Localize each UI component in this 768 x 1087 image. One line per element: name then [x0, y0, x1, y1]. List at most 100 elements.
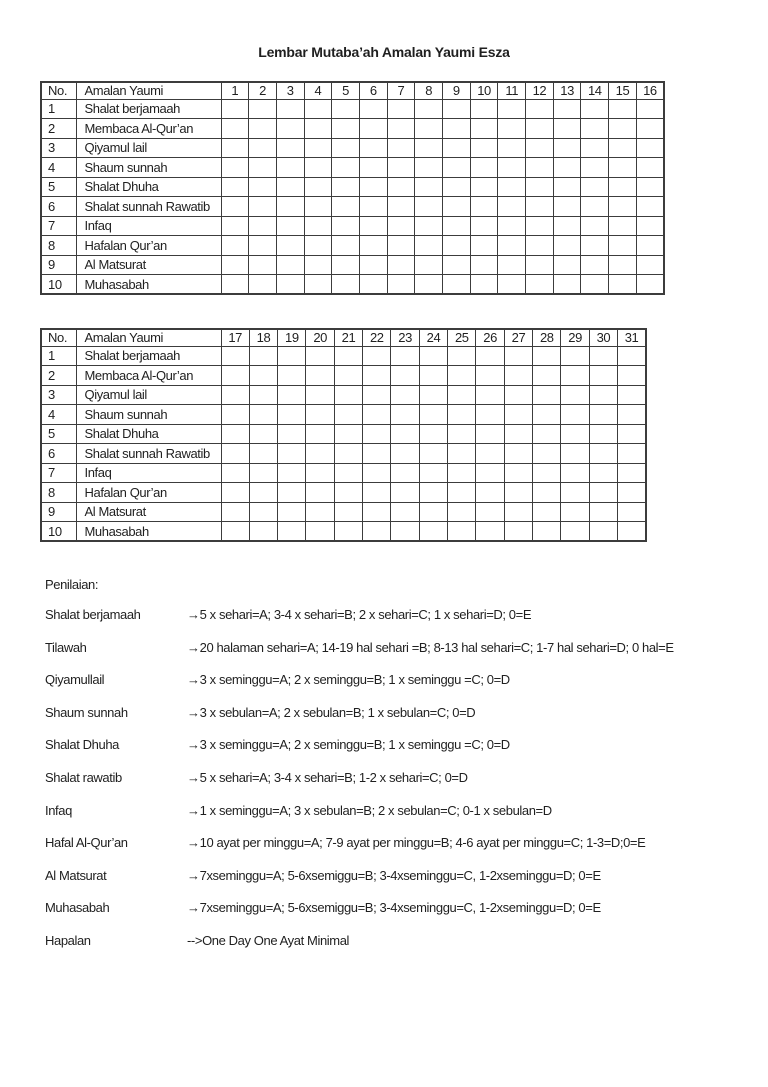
empty-day-cell	[418, 482, 449, 503]
empty-day-cell	[532, 462, 562, 483]
empty-day-cell	[414, 254, 443, 275]
empty-day-cell	[303, 137, 333, 158]
empty-day-cell	[248, 482, 279, 503]
empty-day-cell	[390, 462, 420, 483]
empty-day-cell	[442, 196, 471, 217]
penilaian-label: Al Matsurat	[45, 867, 107, 883]
row-number-cell: 9	[40, 254, 77, 275]
empty-day-cell	[469, 98, 499, 119]
activity-column-header: Amalan Yaumi	[75, 328, 222, 347]
table-row: 1 Shalat berjamaah	[40, 98, 665, 119]
empty-day-cell	[525, 235, 554, 256]
empty-day-cell	[305, 482, 335, 503]
empty-day-cell	[503, 501, 534, 522]
penilaian-label: Muhasabah	[45, 900, 110, 916]
day-column-header: 16	[635, 81, 665, 100]
empty-day-cell	[220, 254, 250, 275]
empty-day-cell	[608, 254, 637, 275]
empty-day-cell	[447, 365, 477, 386]
empty-day-cell	[503, 345, 534, 366]
empty-day-cell	[248, 365, 279, 386]
empty-day-cell	[497, 235, 527, 256]
empty-day-cell	[303, 176, 333, 197]
activity-cell: Shalat Dhuha	[75, 423, 222, 444]
empty-day-cell	[331, 137, 360, 158]
empty-day-cell	[617, 482, 647, 503]
empty-day-cell	[358, 254, 388, 275]
penilaian-label: Tilawah	[45, 639, 87, 655]
empty-day-cell	[552, 215, 582, 236]
empty-day-cell	[588, 521, 619, 542]
penilaian-criteria: 20 halaman sehari=A; 14-19 hal sehari =B…	[199, 639, 674, 655]
table-row: 6 Shalat sunnah Rawatib	[40, 196, 665, 217]
empty-day-cell	[617, 521, 647, 542]
day-column-header: 15	[608, 81, 637, 100]
penilaian-section: Penilaian: Shalat berjamaah →5 x sehari=A…	[45, 578, 674, 967]
table-row: 7 Infaq	[40, 215, 665, 236]
penilaian-item: Qiyamullail →3 x seminggu=A; 2 x seminggu…	[45, 673, 674, 706]
empty-day-cell	[503, 404, 534, 425]
penilaian-definition: →3 x seminggu=A; 2 x seminggu=B; 1 x sem…	[187, 673, 510, 687]
day-column-header: 1	[220, 81, 250, 100]
day-column-header: 31	[617, 328, 647, 347]
empty-day-cell	[248, 345, 279, 366]
empty-day-cell	[475, 501, 505, 522]
table-row: 4 Shaum sunnah	[40, 404, 647, 425]
empty-day-cell	[305, 501, 335, 522]
empty-day-cell	[275, 176, 305, 197]
empty-day-cell	[469, 196, 499, 217]
empty-day-cell	[248, 521, 279, 542]
empty-day-cell	[333, 345, 364, 366]
empty-day-cell	[447, 384, 477, 405]
row-number-cell: 6	[40, 196, 77, 217]
empty-day-cell	[418, 384, 449, 405]
empty-day-cell	[277, 404, 307, 425]
empty-day-cell	[617, 384, 647, 405]
empty-day-cell	[305, 365, 335, 386]
empty-day-cell	[580, 235, 610, 256]
empty-day-cell	[333, 404, 364, 425]
empty-day-cell	[525, 176, 554, 197]
empty-day-cell	[532, 501, 562, 522]
empty-day-cell	[220, 365, 250, 386]
empty-day-cell	[447, 404, 477, 425]
empty-day-cell	[497, 98, 527, 119]
day-column-header: 21	[333, 328, 364, 347]
day-column-header: 25	[447, 328, 477, 347]
empty-day-cell	[560, 521, 590, 542]
empty-day-cell	[358, 118, 388, 139]
table-row: 5 Shalat Dhuha	[40, 176, 665, 197]
empty-day-cell	[414, 235, 443, 256]
table-row: 10 Muhasabah	[40, 274, 665, 295]
empty-day-cell	[331, 254, 360, 275]
arrow-icon: →	[187, 704, 200, 720]
empty-day-cell	[635, 274, 665, 295]
arrow-icon: →	[187, 802, 200, 818]
day-column-header: 24	[418, 328, 449, 347]
empty-day-cell	[475, 482, 505, 503]
empty-day-cell	[414, 157, 443, 178]
table-row: 7 Infaq	[40, 462, 647, 483]
empty-day-cell	[358, 98, 388, 119]
empty-day-cell	[635, 118, 665, 139]
empty-day-cell	[608, 196, 637, 217]
empty-day-cell	[497, 196, 527, 217]
row-number-cell: 7	[40, 462, 77, 483]
empty-day-cell	[525, 274, 554, 295]
empty-day-cell	[248, 196, 277, 217]
row-number-cell: 8	[40, 482, 77, 503]
empty-day-cell	[552, 98, 582, 119]
empty-day-cell	[333, 482, 364, 503]
day-column-header: 5	[331, 81, 360, 100]
empty-day-cell	[617, 404, 647, 425]
empty-day-cell	[390, 501, 420, 522]
table-row: 2 Membaca Al-Qur’an	[40, 118, 665, 139]
empty-day-cell	[220, 215, 250, 236]
empty-day-cell	[362, 365, 392, 386]
empty-day-cell	[390, 521, 420, 542]
penilaian-label: Shaum sunnah	[45, 704, 128, 720]
no-column-header: No.	[40, 328, 77, 347]
empty-day-cell	[414, 196, 443, 217]
empty-day-cell	[220, 235, 250, 256]
day-column-header: 14	[580, 81, 610, 100]
